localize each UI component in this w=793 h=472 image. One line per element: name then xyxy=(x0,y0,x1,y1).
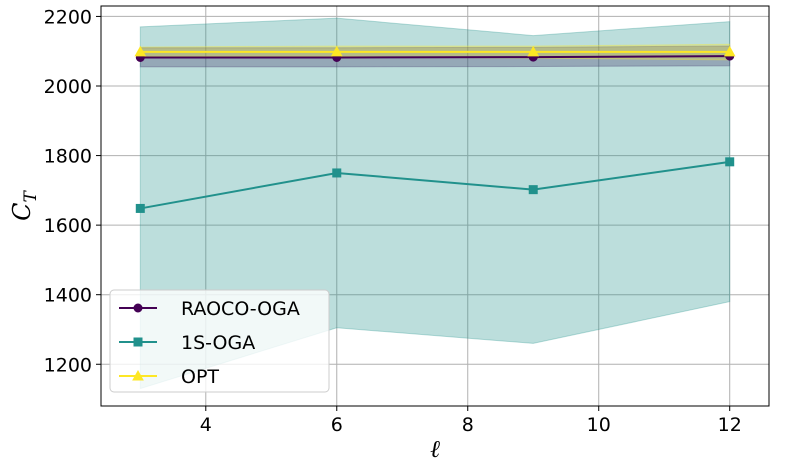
x-tick-label: 10 xyxy=(587,414,611,436)
series-markers xyxy=(134,45,736,213)
y-axis-ticks: 1200 1400 1600 1800 2000 2200 xyxy=(44,6,101,376)
legend-1s-oga-marker xyxy=(133,337,143,347)
x-tick-label: 8 xyxy=(462,414,474,436)
y-tick-label: 2200 xyxy=(44,6,92,28)
legend: RAOCO-OGA 1S-OGA OPT xyxy=(109,289,330,393)
x-tick-label: 4 xyxy=(200,414,212,436)
1s-oga-point xyxy=(332,168,342,178)
x-axis-label: ℓ xyxy=(430,435,440,463)
y-axis-label-subscript: T xyxy=(21,189,41,202)
series-lines xyxy=(140,50,730,210)
1s-oga-point xyxy=(725,157,735,167)
opt-point xyxy=(134,45,147,57)
y-tick-label: 1800 xyxy=(44,146,92,168)
legend-opt-label: OPT xyxy=(181,366,219,388)
plot-frame xyxy=(100,5,770,407)
x-axis-ticks: 4 6 8 10 12 xyxy=(200,406,742,436)
opt-point xyxy=(527,45,540,57)
legend-opt-marker xyxy=(132,369,144,381)
x-tick-label: 6 xyxy=(331,414,343,436)
legend-box xyxy=(109,289,330,393)
y-tick-label: 1400 xyxy=(44,285,92,307)
1s-oga-point xyxy=(135,203,145,213)
1s-oga-point xyxy=(528,185,538,195)
1s-oga-line xyxy=(140,160,730,210)
y-tick-label: 2000 xyxy=(44,76,92,98)
legend-raoco-oga-label: RAOCO-OGA xyxy=(181,298,300,320)
y-tick-label: 1600 xyxy=(44,215,92,237)
y-tick-label: 1200 xyxy=(44,354,92,376)
legend-raoco-oga-marker xyxy=(133,303,143,313)
opt-point xyxy=(723,45,736,57)
legend-1s-oga-label: 1S-OGA xyxy=(181,332,255,354)
opt-point xyxy=(330,45,343,57)
y-axis-label: CT xyxy=(8,189,41,220)
x-tick-label: 12 xyxy=(718,414,742,436)
y-axis-label-main: C xyxy=(8,202,36,220)
raoco-oga-line xyxy=(140,55,730,59)
